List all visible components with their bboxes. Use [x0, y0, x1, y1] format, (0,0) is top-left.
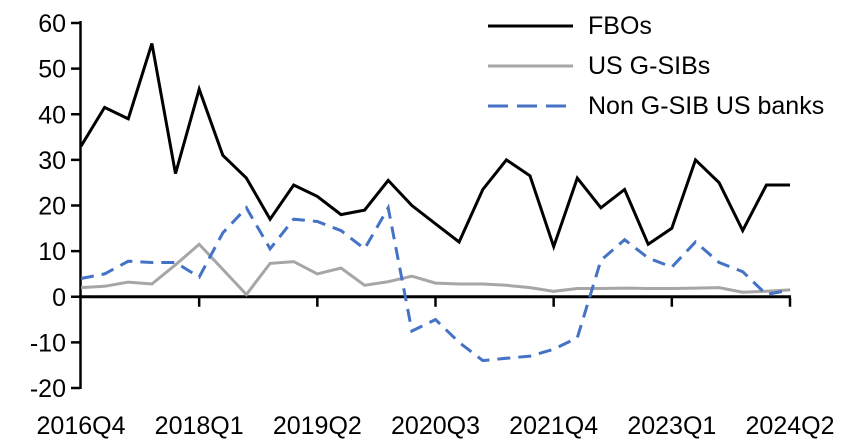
x-tick-label: 2024Q2: [746, 412, 835, 440]
legend-label-fbos: FBOs: [588, 11, 652, 40]
non-gsib-line-sample: [488, 104, 573, 108]
x-tick-label: 2020Q3: [391, 412, 480, 440]
x-tick-label: 2018Q1: [155, 412, 244, 440]
x-tick-label: 2021Q4: [509, 412, 598, 440]
legend: FBOs US G-SIBs Non G-SIB US banks: [488, 6, 824, 126]
legend-label-non-gsib: Non G-SIB US banks: [588, 91, 825, 120]
non-gsib-line: [80, 203, 791, 363]
y-tick-label: 10: [38, 238, 66, 266]
x-tick-label: 2023Q1: [627, 412, 716, 440]
us-gsibs-line-sample: [488, 64, 573, 68]
y-tick-label: 20: [38, 193, 66, 221]
y-tick-label: 60: [38, 10, 66, 38]
y-tick-label: 40: [38, 101, 66, 129]
fbos-line: [79, 43, 790, 252]
y-tick-label: -10: [30, 329, 66, 357]
x-tick-label: 2016Q4: [37, 412, 126, 440]
legend-label-us-gsibs: US G-SIBs: [588, 51, 711, 80]
y-tick-label: -20: [30, 375, 66, 403]
fbos-line-sample: [488, 24, 573, 28]
us-gsibs-line: [80, 242, 791, 297]
y-tick-label: 0: [52, 284, 66, 312]
y-tick-label: 30: [38, 147, 66, 175]
legend-item-us-gsibs: US G-SIBs: [488, 46, 824, 86]
y-axis: 60 50 40 30 20 10 0 -10 -20: [30, 10, 82, 403]
x-axis: 2016Q4 2018Q1 2019Q2 2020Q3 2021Q4 2023Q1 2024…: [37, 295, 835, 440]
x-tick-label: 2019Q2: [273, 412, 362, 440]
legend-item-fbos: FBOs: [488, 6, 824, 46]
y-tick-label: 50: [38, 56, 66, 84]
legend-item-non-gsib: Non G-SIB US banks: [488, 86, 824, 126]
